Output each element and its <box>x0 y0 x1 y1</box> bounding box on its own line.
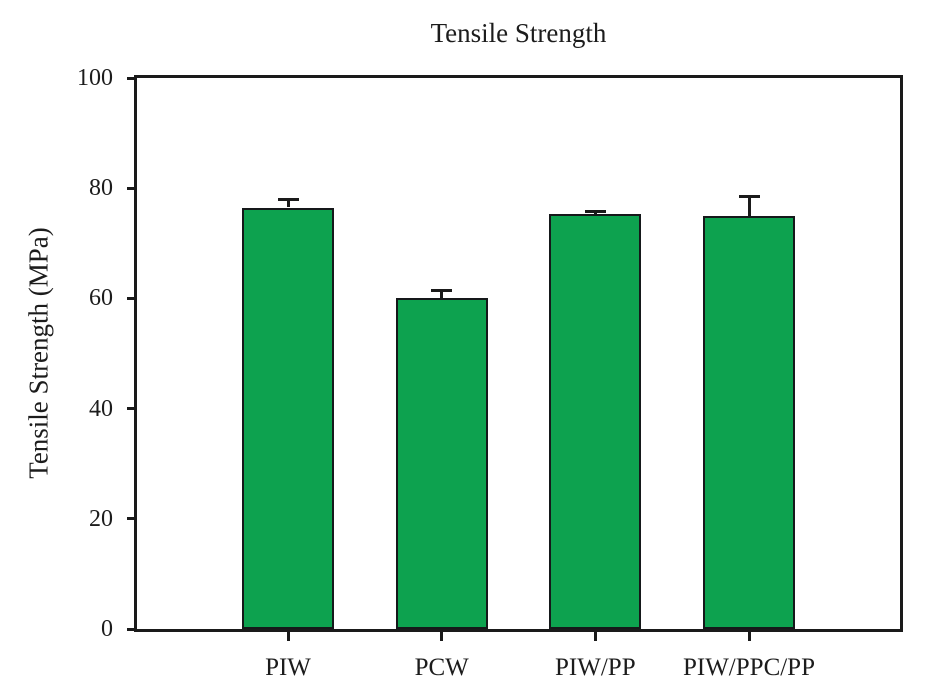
x-tick <box>440 632 444 641</box>
error-bar-cap <box>277 197 299 201</box>
x-category-label: PIW/PPC/PP <box>682 654 815 681</box>
y-tick <box>127 296 137 300</box>
error-bar-whisker <box>440 290 444 299</box>
y-axis-title: Tensile Strength (MPa) <box>23 227 54 479</box>
y-tick <box>127 186 137 190</box>
error-bar-cap <box>584 209 606 213</box>
y-tick <box>127 407 137 411</box>
y-tick <box>127 76 137 80</box>
error-bar-whisker <box>747 196 751 216</box>
x-category-label: PCW <box>414 654 469 681</box>
y-tick <box>127 627 137 631</box>
x-tick <box>593 632 597 641</box>
bar <box>242 207 334 629</box>
plot-area: 0 20 40 60 80 100 PIW PCW PIW/PP PIW/PPC/PP <box>77 65 900 681</box>
x-category-label: PIW <box>265 654 311 681</box>
y-tick-label: 60 <box>89 285 113 312</box>
y-tick-label: 100 <box>77 65 113 91</box>
chart-title: Tensile Strength <box>430 18 607 48</box>
y-tick-label: 40 <box>89 395 113 422</box>
error-bar-whisker <box>286 199 290 208</box>
bar <box>395 298 488 629</box>
error-bar-cap <box>738 194 760 198</box>
x-tick <box>747 632 751 641</box>
bar <box>549 214 642 629</box>
error-bar-cap <box>431 288 453 292</box>
x-category-label: PIW/PP <box>555 654 636 681</box>
y-tick-label: 80 <box>89 175 113 202</box>
y-tick <box>127 517 137 521</box>
x-tick <box>286 632 290 641</box>
y-tick-label: 20 <box>89 505 113 532</box>
bar <box>703 215 795 629</box>
y-tick-label: 0 <box>101 616 113 642</box>
